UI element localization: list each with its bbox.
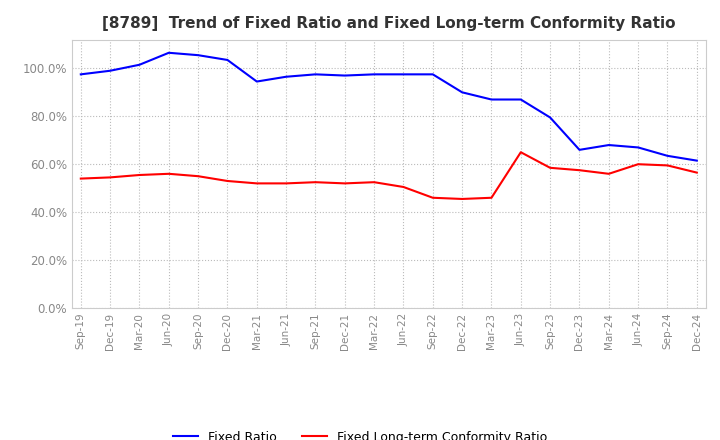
Fixed Ratio: [194, 52, 202, 58]
Fixed Long-term Conformity Ratio: [605, 171, 613, 176]
Fixed Ratio: [487, 97, 496, 102]
Legend: Fixed Ratio, Fixed Long-term Conformity Ratio: Fixed Ratio, Fixed Long-term Conformity …: [168, 426, 552, 440]
Fixed Ratio: [370, 72, 379, 77]
Fixed Long-term Conformity Ratio: [458, 196, 467, 202]
Fixed Long-term Conformity Ratio: [399, 184, 408, 190]
Fixed Ratio: [135, 62, 144, 67]
Fixed Ratio: [76, 72, 85, 77]
Fixed Long-term Conformity Ratio: [341, 181, 349, 186]
Fixed Long-term Conformity Ratio: [164, 171, 173, 176]
Fixed Long-term Conformity Ratio: [135, 172, 144, 178]
Fixed Long-term Conformity Ratio: [282, 181, 290, 186]
Line: Fixed Long-term Conformity Ratio: Fixed Long-term Conformity Ratio: [81, 152, 697, 199]
Fixed Ratio: [605, 143, 613, 148]
Fixed Ratio: [458, 90, 467, 95]
Fixed Long-term Conformity Ratio: [76, 176, 85, 181]
Fixed Long-term Conformity Ratio: [516, 150, 525, 155]
Fixed Ratio: [663, 153, 672, 158]
Fixed Long-term Conformity Ratio: [370, 180, 379, 185]
Fixed Long-term Conformity Ratio: [663, 163, 672, 168]
Title: [8789]  Trend of Fixed Ratio and Fixed Long-term Conformity Ratio: [8789] Trend of Fixed Ratio and Fixed Lo…: [102, 16, 675, 32]
Fixed Long-term Conformity Ratio: [106, 175, 114, 180]
Fixed Long-term Conformity Ratio: [311, 180, 320, 185]
Fixed Ratio: [253, 79, 261, 84]
Fixed Long-term Conformity Ratio: [223, 178, 232, 183]
Fixed Long-term Conformity Ratio: [546, 165, 554, 170]
Fixed Long-term Conformity Ratio: [634, 161, 642, 167]
Fixed Ratio: [693, 158, 701, 163]
Line: Fixed Ratio: Fixed Ratio: [81, 53, 697, 161]
Fixed Ratio: [428, 72, 437, 77]
Fixed Long-term Conformity Ratio: [487, 195, 496, 200]
Fixed Ratio: [282, 74, 290, 79]
Fixed Ratio: [341, 73, 349, 78]
Fixed Long-term Conformity Ratio: [428, 195, 437, 200]
Fixed Ratio: [516, 97, 525, 102]
Fixed Long-term Conformity Ratio: [693, 170, 701, 175]
Fixed Ratio: [164, 50, 173, 55]
Fixed Ratio: [575, 147, 584, 153]
Fixed Ratio: [223, 57, 232, 62]
Fixed Ratio: [634, 145, 642, 150]
Fixed Long-term Conformity Ratio: [253, 181, 261, 186]
Fixed Ratio: [546, 115, 554, 120]
Fixed Long-term Conformity Ratio: [575, 168, 584, 173]
Fixed Ratio: [106, 68, 114, 73]
Fixed Ratio: [399, 72, 408, 77]
Fixed Ratio: [311, 72, 320, 77]
Fixed Long-term Conformity Ratio: [194, 173, 202, 179]
